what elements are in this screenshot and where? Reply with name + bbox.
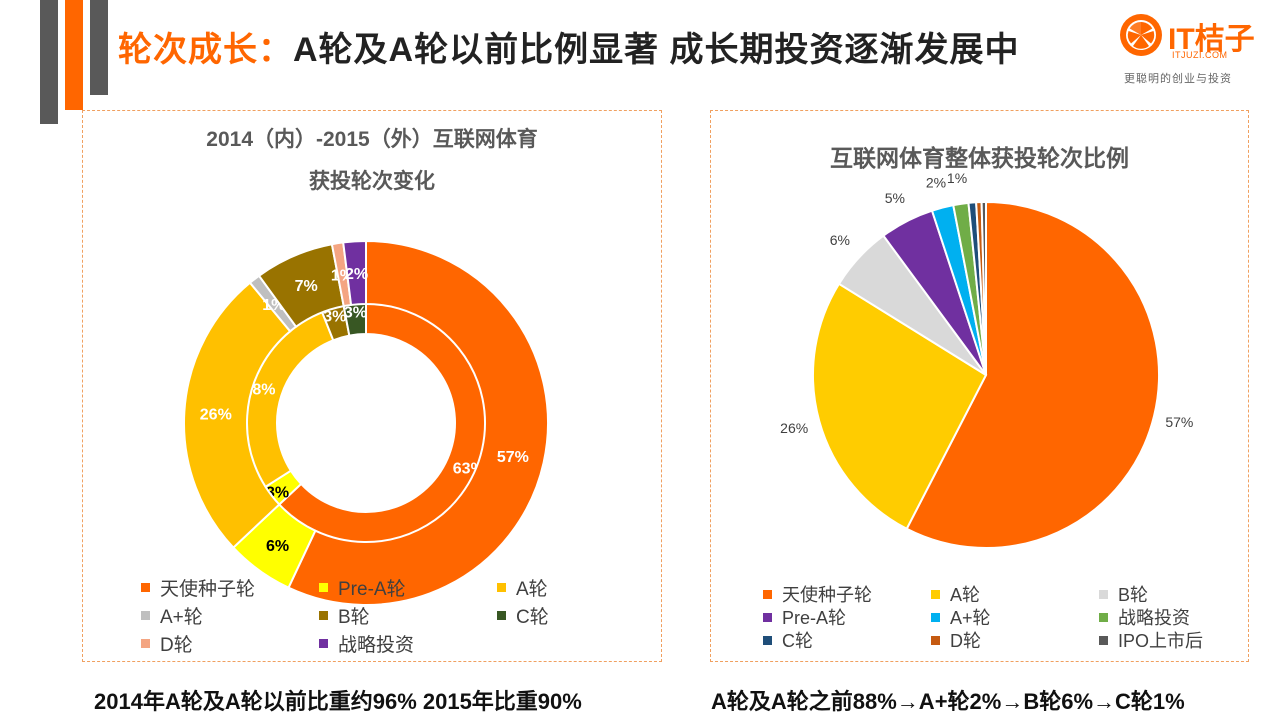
pie-label-5: 1% bbox=[947, 170, 967, 186]
right-legend: 天使种子轮 A轮 B轮 Pre-A轮 A+轮 战略投资 C轮 D轮 IPO上市后 bbox=[763, 581, 1233, 657]
legend-swatch bbox=[931, 590, 940, 599]
legend-item: IPO上市后 bbox=[1099, 627, 1203, 653]
legend-swatch bbox=[319, 583, 328, 592]
legend-label: C轮 bbox=[516, 607, 549, 628]
pie-label-4: 2% bbox=[926, 174, 946, 190]
logo-tagline: 更聪明的创业与投资 bbox=[1124, 70, 1232, 86]
legend-item: C轮 bbox=[497, 602, 549, 629]
legend-item: A+轮 bbox=[141, 602, 203, 629]
legend-item: D轮 bbox=[141, 630, 193, 657]
legend-swatch bbox=[931, 613, 940, 622]
pie-label-2: 6% bbox=[830, 232, 850, 248]
pie-label-1: 26% bbox=[780, 420, 808, 436]
legend-label: D轮 bbox=[950, 631, 981, 651]
right-caption: A轮及A轮之前88%→A+轮2%→B轮6%→C轮1% bbox=[711, 684, 1185, 716]
legend-label: Pre-A轮 bbox=[338, 579, 406, 600]
legend-swatch bbox=[763, 613, 772, 622]
pie-chart: 57% 26% 6% 5% 2% 1% bbox=[711, 161, 1248, 591]
legend-swatch bbox=[1099, 613, 1108, 622]
donut-outer-label-4: 7% bbox=[295, 278, 318, 295]
legend-label: IPO上市后 bbox=[1118, 631, 1203, 651]
legend-swatch bbox=[763, 636, 772, 645]
legend-label: A轮 bbox=[516, 579, 548, 600]
legend-swatch bbox=[319, 611, 328, 620]
legend-label: A轮 bbox=[950, 585, 980, 605]
donut-inner-label-5: 3% bbox=[344, 304, 367, 321]
legend-swatch bbox=[497, 583, 506, 592]
legend-label: B轮 bbox=[1118, 585, 1148, 605]
legend-swatch bbox=[141, 583, 150, 592]
page-title-rest: A轮及A轮以前比例显著 成长期投资逐渐发展中 bbox=[293, 31, 1020, 69]
logo-domain: ITJUZI.COM bbox=[1172, 50, 1228, 60]
legend-label: C轮 bbox=[782, 631, 813, 651]
orange-slice-icon bbox=[1118, 12, 1164, 58]
donut-outer-label-0: 57% bbox=[497, 449, 529, 466]
legend-label: A+轮 bbox=[160, 607, 203, 628]
donut-outer-label-7: 2% bbox=[345, 266, 368, 283]
page-title: 轮次成长：A轮及A轮以前比例显著 成长期投资逐渐发展中 bbox=[118, 22, 1020, 71]
left-chart-panel: 2014（内）-2015（外）互联网体育 获投轮次变化 63% 3% 28% 3% 3%… bbox=[82, 110, 662, 662]
legend-item: A轮 bbox=[497, 574, 548, 601]
legend-swatch bbox=[141, 639, 150, 648]
legend-label: 天使种子轮 bbox=[782, 585, 872, 605]
legend-swatch bbox=[763, 590, 772, 599]
legend-swatch bbox=[931, 636, 940, 645]
legend-item: Pre-A轮 bbox=[319, 574, 406, 601]
header-bar-dark-2 bbox=[90, 0, 108, 95]
right-chart-panel: 互联网体育整体获投轮次比例 57% 26% 6% 5% 2% 1% 天使种子轮 A轮 B轮 Pr… bbox=[710, 110, 1249, 662]
legend-label: Pre-A轮 bbox=[782, 608, 846, 628]
legend-label: B轮 bbox=[338, 607, 370, 628]
header-bar-orange bbox=[65, 0, 83, 110]
legend-label: 天使种子轮 bbox=[160, 579, 255, 600]
logo: IT桔子 ITJUZI.COM 更聪明的创业与投资 bbox=[1118, 12, 1268, 84]
legend-item: C轮 bbox=[763, 627, 813, 653]
donut-outer-label-1: 6% bbox=[266, 538, 289, 555]
left-caption: 2014年A轮及A轮以前比重约96% 2015年比重90% bbox=[94, 684, 582, 716]
legend-item: 战略投资 bbox=[319, 630, 414, 657]
legend-item: D轮 bbox=[931, 627, 981, 653]
legend-swatch bbox=[141, 611, 150, 620]
legend-label: A+轮 bbox=[950, 608, 991, 628]
left-legend: 天使种子轮 Pre-A轮 A轮 A+轮 B轮 C轮 D轮 战略投资 bbox=[141, 574, 641, 654]
legend-swatch bbox=[319, 639, 328, 648]
legend-label: 战略投资 bbox=[1118, 608, 1190, 628]
left-chart-title-line1: 2014（内）-2015（外）互联网体育 bbox=[83, 123, 661, 153]
pie-label-0: 57% bbox=[1165, 414, 1193, 430]
legend-label: D轮 bbox=[160, 635, 193, 656]
legend-swatch bbox=[1099, 636, 1108, 645]
donut-outer-label-2: 26% bbox=[200, 407, 232, 424]
legend-label: 战略投资 bbox=[338, 635, 414, 656]
legend-swatch bbox=[497, 611, 506, 620]
page-title-highlight: 轮次成长： bbox=[118, 31, 293, 69]
legend-swatch bbox=[1099, 590, 1108, 599]
header-bar-dark-1 bbox=[40, 0, 58, 124]
legend-item: 天使种子轮 bbox=[141, 574, 255, 601]
legend-item: B轮 bbox=[319, 602, 370, 629]
pie-label-3: 5% bbox=[885, 190, 905, 206]
